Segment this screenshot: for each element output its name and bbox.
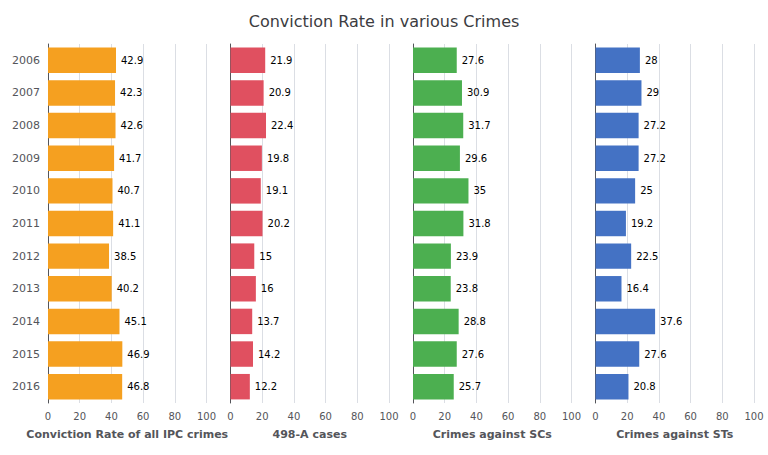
svg-text:20: 20: [256, 411, 269, 422]
svg-text:100: 100: [379, 411, 398, 422]
svg-text:0: 0: [592, 411, 598, 422]
svg-text:16: 16: [261, 283, 274, 294]
svg-text:Conviction Rate in various Cri: Conviction Rate in various Crimes: [249, 12, 520, 31]
svg-text:19.2: 19.2: [631, 218, 653, 229]
svg-text:29: 29: [646, 87, 659, 98]
svg-text:80: 80: [533, 411, 546, 422]
svg-text:498-A cases: 498-A cases: [273, 428, 348, 441]
svg-text:21.9: 21.9: [270, 55, 292, 66]
svg-text:2009: 2009: [12, 152, 40, 165]
svg-text:2010: 2010: [12, 184, 40, 197]
svg-text:20: 20: [621, 411, 634, 422]
svg-text:31.8: 31.8: [468, 218, 490, 229]
svg-text:80: 80: [716, 411, 729, 422]
svg-text:31.7: 31.7: [468, 120, 490, 131]
svg-text:23.9: 23.9: [456, 251, 478, 262]
svg-text:12.2: 12.2: [255, 381, 277, 392]
svg-text:40: 40: [288, 411, 301, 422]
svg-text:40.7: 40.7: [118, 185, 140, 196]
svg-text:22.4: 22.4: [271, 120, 293, 131]
svg-text:25.7: 25.7: [459, 381, 481, 392]
svg-text:Conviction Rate of all IPC cri: Conviction Rate of all IPC crimes: [26, 428, 228, 441]
svg-text:2006: 2006: [12, 54, 40, 67]
svg-text:80: 80: [351, 411, 364, 422]
svg-text:30.9: 30.9: [467, 87, 489, 98]
svg-text:2011: 2011: [12, 217, 40, 230]
svg-text:27.2: 27.2: [644, 120, 666, 131]
svg-text:0: 0: [227, 411, 233, 422]
svg-text:40: 40: [470, 411, 483, 422]
svg-text:2014: 2014: [12, 315, 40, 328]
svg-text:27.6: 27.6: [462, 349, 484, 360]
svg-text:42.3: 42.3: [120, 87, 142, 98]
svg-text:29.6: 29.6: [465, 153, 487, 164]
svg-text:2016: 2016: [12, 380, 40, 393]
svg-text:42.9: 42.9: [121, 55, 143, 66]
svg-text:20.8: 20.8: [633, 381, 655, 392]
svg-text:80: 80: [168, 411, 181, 422]
svg-text:2013: 2013: [12, 282, 40, 295]
svg-text:23.8: 23.8: [456, 283, 478, 294]
svg-text:60: 60: [137, 411, 150, 422]
svg-text:40: 40: [653, 411, 666, 422]
svg-text:37.6: 37.6: [660, 316, 682, 327]
svg-text:16.4: 16.4: [626, 283, 648, 294]
svg-text:0: 0: [45, 411, 51, 422]
svg-text:28.8: 28.8: [464, 316, 486, 327]
svg-text:100: 100: [197, 411, 216, 422]
svg-text:2007: 2007: [12, 86, 40, 99]
svg-text:41.1: 41.1: [118, 218, 140, 229]
svg-text:41.7: 41.7: [119, 153, 141, 164]
svg-text:20.9: 20.9: [269, 87, 291, 98]
svg-text:2015: 2015: [12, 348, 40, 361]
svg-text:19.1: 19.1: [266, 185, 288, 196]
svg-text:Crimes against STs: Crimes against STs: [616, 428, 733, 441]
svg-text:40.2: 40.2: [117, 283, 139, 294]
svg-text:2008: 2008: [12, 119, 40, 132]
svg-text:40: 40: [105, 411, 118, 422]
svg-text:14.2: 14.2: [258, 349, 280, 360]
svg-text:60: 60: [319, 411, 332, 422]
svg-text:42.6: 42.6: [121, 120, 143, 131]
svg-text:60: 60: [502, 411, 515, 422]
svg-text:20.2: 20.2: [268, 218, 290, 229]
svg-text:22.5: 22.5: [636, 251, 658, 262]
svg-text:46.9: 46.9: [127, 349, 149, 360]
svg-text:0: 0: [410, 411, 416, 422]
svg-text:45.1: 45.1: [124, 316, 146, 327]
svg-text:100: 100: [744, 411, 763, 422]
svg-text:25: 25: [640, 185, 653, 196]
svg-text:100: 100: [562, 411, 581, 422]
svg-text:27.6: 27.6: [644, 349, 666, 360]
svg-text:15: 15: [259, 251, 272, 262]
svg-text:20: 20: [438, 411, 451, 422]
svg-text:20: 20: [73, 411, 86, 422]
svg-text:19.8: 19.8: [267, 153, 289, 164]
svg-text:Crimes against SCs: Crimes against SCs: [433, 428, 553, 441]
svg-text:46.8: 46.8: [127, 381, 149, 392]
svg-text:27.2: 27.2: [644, 153, 666, 164]
svg-text:60: 60: [684, 411, 697, 422]
svg-text:28: 28: [645, 55, 658, 66]
svg-text:2012: 2012: [12, 250, 40, 263]
svg-text:38.5: 38.5: [114, 251, 136, 262]
svg-text:13.7: 13.7: [257, 316, 279, 327]
svg-text:35: 35: [473, 185, 486, 196]
svg-text:27.6: 27.6: [462, 55, 484, 66]
